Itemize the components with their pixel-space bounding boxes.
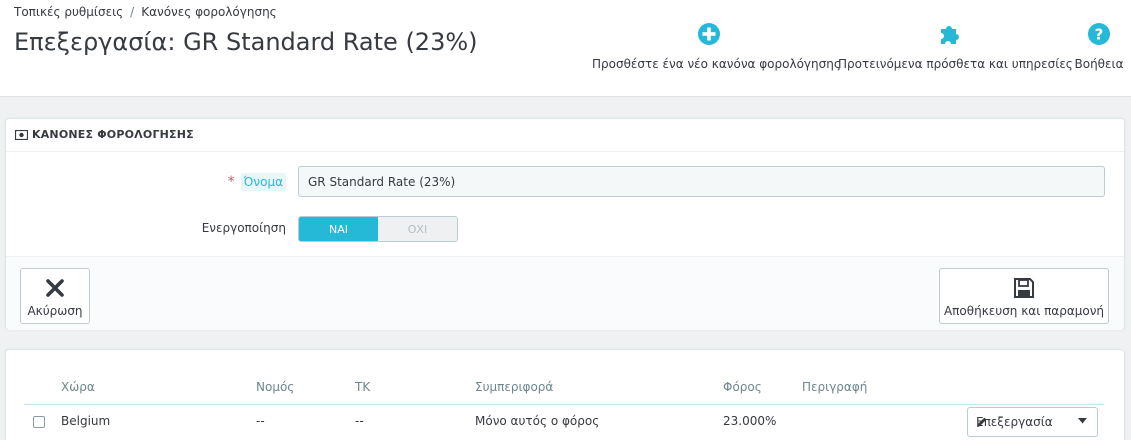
cancel-label: Ακύρωση	[27, 304, 83, 318]
row-actions-dropdown-toggle[interactable]	[1067, 417, 1097, 427]
required-mark: *	[227, 174, 235, 190]
row-edit-button[interactable]: Επεξεργασία	[968, 415, 1067, 429]
cancel-button[interactable]: Ακύρωση	[20, 268, 90, 324]
column-description[interactable]: Περιγραφή	[802, 380, 868, 394]
name-input[interactable]	[298, 166, 1105, 197]
page-header: Τοπικές ρυθμίσεις / Κανόνες φορολόγησης Επ…	[0, 0, 1131, 97]
money-icon	[15, 130, 28, 140]
cell-country: Belgium	[61, 414, 111, 428]
puzzle-icon	[941, 26, 959, 44]
name-label: * Όνομα	[227, 173, 286, 191]
cell-behavior: Μόνο αυτός ο φόρος	[475, 414, 600, 428]
save-icon	[1014, 278, 1034, 298]
tax-rules-list-panel: Χώρα Νομός ΤΚ Συμπεριφορά Φόρος Περιγραφ…	[5, 349, 1125, 440]
cell-state: --	[256, 414, 265, 428]
column-state[interactable]: Νομός	[256, 380, 295, 394]
help-label: Βοήθεια	[1074, 57, 1124, 71]
question-circle-icon: ?	[1088, 23, 1110, 45]
table-header-divider	[24, 404, 1104, 405]
column-behavior[interactable]: Συμπεριφορά	[475, 380, 554, 394]
caret-down-icon	[1077, 418, 1087, 424]
panel-heading-title: ΚΑΝΟΝΕΣ ΦΟΡΟΛΟΓΗΣΗΣ	[32, 128, 194, 141]
close-icon	[46, 279, 64, 297]
enable-label: Ενεργοποίηση	[201, 221, 286, 235]
cell-tax: 23.000%	[723, 414, 777, 428]
row-actions: Επεξεργασία	[967, 407, 1098, 437]
recommended-addons-button[interactable]: Προτεινόμενα πρόσθετα και υπηρεσίες	[838, 20, 1073, 76]
name-label-text[interactable]: Όνομα	[240, 173, 286, 191]
recommended-addons-label: Προτεινόμενα πρόσθετα και υπηρεσίες	[838, 57, 1073, 71]
svg-text:?: ?	[1095, 26, 1104, 44]
breadcrumb-item-tax-rules[interactable]: Κανόνες φορολόγησης	[141, 5, 277, 19]
pencil-icon	[977, 417, 987, 427]
enable-no-option[interactable]: ΟΧΙ	[378, 217, 457, 241]
breadcrumb-separator: /	[130, 5, 135, 19]
column-tax[interactable]: Φόρος	[723, 380, 762, 394]
save-and-stay-button[interactable]: Αποθήκευση και παραμονή	[939, 268, 1109, 324]
column-country[interactable]: Χώρα	[61, 380, 95, 394]
panel-footer: Ακύρωση Αποθήκευση και παραμονή	[6, 256, 1124, 330]
add-tax-rule-label: Προσθέστε ένα νέο κανόνα φορολόγησης	[592, 57, 841, 71]
panel-heading: ΚΑΝΟΝΕΣ ΦΟΡΟΛΟΓΗΣΗΣ	[6, 119, 1124, 152]
save-and-stay-label: Αποθήκευση και παραμονή	[943, 304, 1105, 318]
help-button[interactable]: ? Βοήθεια	[1073, 20, 1125, 76]
enable-yes-option[interactable]: ΝΑΙ	[299, 217, 378, 241]
cell-zip: --	[355, 414, 364, 428]
column-zip[interactable]: ΤΚ	[355, 380, 371, 394]
row-edit-label: Επεξεργασία	[976, 415, 1053, 429]
breadcrumb: Τοπικές ρυθμίσεις / Κανόνες φορολόγησης	[14, 5, 277, 19]
enable-switch[interactable]: ΝΑΙ ΟΧΙ	[298, 216, 458, 242]
page-title: Επεξεργασία: GR Standard Rate (23%)	[14, 28, 478, 56]
tax-rules-form-panel: ΚΑΝΟΝΕΣ ΦΟΡΟΛΟΓΗΣΗΣ *Όνομα Ενεργοποίηση …	[5, 118, 1125, 330]
breadcrumb-item-localization[interactable]: Τοπικές ρυθμίσεις	[14, 5, 124, 19]
row-checkbox[interactable]	[33, 416, 45, 428]
add-tax-rule-button[interactable]: Προσθέστε ένα νέο κανόνα φορολόγησης	[592, 20, 841, 76]
plus-circle-icon	[698, 23, 720, 45]
